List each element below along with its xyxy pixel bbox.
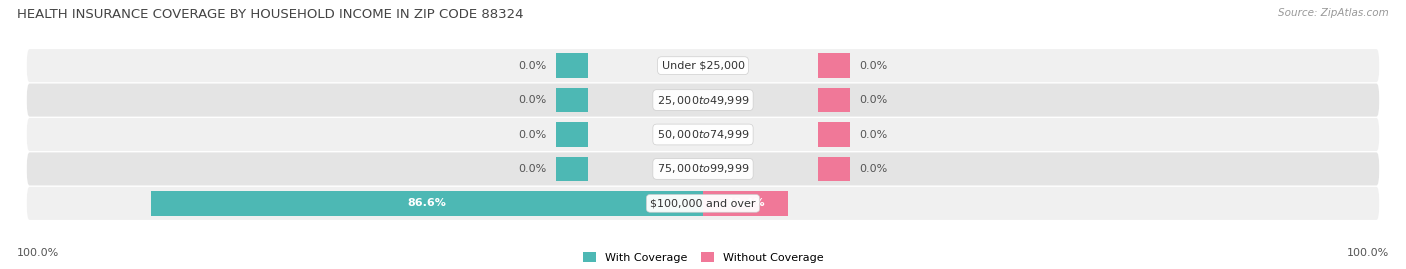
FancyBboxPatch shape [27, 118, 1379, 151]
Text: 0.0%: 0.0% [859, 164, 887, 174]
Legend: With Coverage, Without Coverage: With Coverage, Without Coverage [582, 252, 824, 263]
Text: 100.0%: 100.0% [17, 248, 59, 258]
Bar [150, 191, 703, 216]
Text: $100,000 and over: $100,000 and over [650, 198, 756, 208]
Text: $50,000 to $74,999: $50,000 to $74,999 [657, 128, 749, 141]
Text: 100.0%: 100.0% [1347, 248, 1389, 258]
Bar [818, 122, 849, 147]
Text: 86.6%: 86.6% [408, 198, 446, 208]
Bar [557, 122, 588, 147]
Text: 0.0%: 0.0% [519, 61, 547, 71]
Text: 0.0%: 0.0% [519, 129, 547, 140]
Text: HEALTH INSURANCE COVERAGE BY HOUSEHOLD INCOME IN ZIP CODE 88324: HEALTH INSURANCE COVERAGE BY HOUSEHOLD I… [17, 8, 523, 21]
Bar [818, 88, 849, 112]
Bar [818, 53, 849, 78]
Text: Under $25,000: Under $25,000 [661, 61, 745, 71]
Text: $25,000 to $49,999: $25,000 to $49,999 [657, 94, 749, 107]
Text: 0.0%: 0.0% [519, 164, 547, 174]
Text: 0.0%: 0.0% [519, 95, 547, 105]
Bar [557, 157, 588, 181]
Bar [703, 191, 789, 216]
FancyBboxPatch shape [27, 84, 1379, 116]
FancyBboxPatch shape [27, 153, 1379, 185]
FancyBboxPatch shape [27, 187, 1379, 220]
Bar [557, 53, 588, 78]
Text: 0.0%: 0.0% [859, 129, 887, 140]
Bar [818, 157, 849, 181]
Text: 13.4%: 13.4% [727, 198, 765, 208]
Bar [557, 88, 588, 112]
Text: $75,000 to $99,999: $75,000 to $99,999 [657, 162, 749, 175]
Text: 0.0%: 0.0% [859, 61, 887, 71]
Text: Source: ZipAtlas.com: Source: ZipAtlas.com [1278, 8, 1389, 18]
FancyBboxPatch shape [27, 49, 1379, 82]
Text: 0.0%: 0.0% [859, 95, 887, 105]
